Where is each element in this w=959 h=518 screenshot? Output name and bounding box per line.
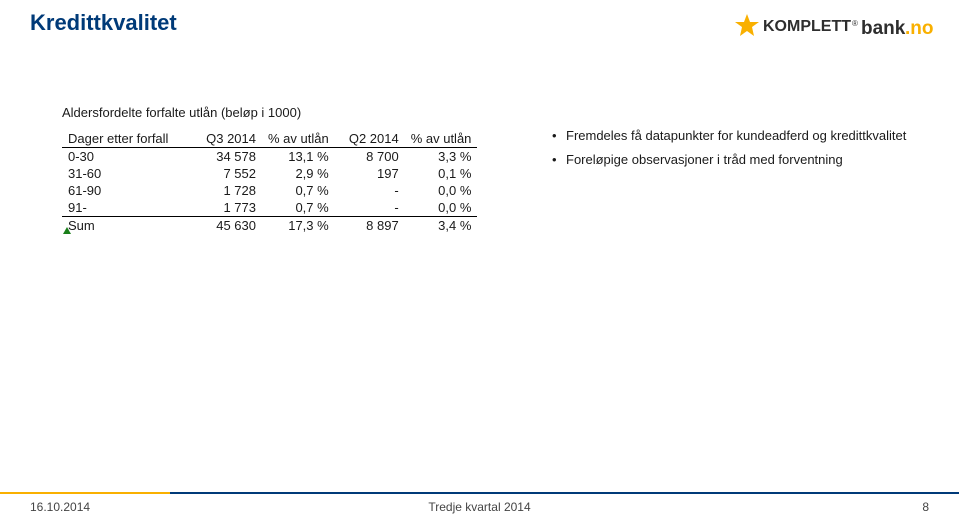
logo-komplett-text: KOMPLETT — [763, 18, 851, 35]
table-cell: 0,1 % — [405, 165, 478, 182]
table-cell: - — [335, 199, 405, 217]
logo-tld-text: .no — [905, 18, 933, 39]
table-cell: 3,3 % — [405, 148, 478, 166]
table-cell: 0,0 % — [405, 182, 478, 199]
table-cell: 0,7 % — [262, 199, 335, 217]
slide-footer: 16.10.2014 Tredje kvartal 2014 8 — [0, 492, 959, 518]
table-cell: 0,0 % — [405, 199, 478, 217]
table-cell: 17,3 % — [262, 217, 335, 235]
table-cell: 13,1 % — [262, 148, 335, 166]
table-cell: 8 700 — [335, 148, 405, 166]
table-cell: 61-90 — [62, 182, 192, 199]
table-cell: 1 773 — [192, 199, 262, 217]
table-header-row: Dager etter forfallQ3 2014% av utlånQ2 2… — [62, 130, 477, 148]
table-cell: 0,7 % — [262, 182, 335, 199]
logo-bank-text: bank — [861, 18, 906, 39]
table-cell: 0-30 — [62, 148, 192, 166]
table-cell: 3,4 % — [405, 217, 478, 235]
registered-mark-icon: ® — [852, 19, 858, 28]
table-cell: 8 897 — [335, 217, 405, 235]
table-cell: 45 630 — [192, 217, 262, 235]
footer-title: Tredje kvartal 2014 — [0, 500, 959, 514]
star-icon — [735, 14, 759, 36]
brand-logo: KOMPLETT ® bank .no — [733, 12, 933, 46]
table-cell: - — [335, 182, 405, 199]
col-header: % av utlån — [405, 130, 478, 148]
table-cell: 1 728 — [192, 182, 262, 199]
col-header: Q3 2014 — [192, 130, 262, 148]
table-row: 0-3034 57813,1 %8 7003,3 % — [62, 148, 477, 166]
table-cell: 31-60 — [62, 165, 192, 182]
table-cell: 34 578 — [192, 148, 262, 166]
bullet-item: Fremdeles få datapunkter for kundeadferd… — [552, 128, 929, 144]
footer-page-number: 8 — [922, 500, 929, 514]
bullet-list: Fremdeles få datapunkter for kundeadferd… — [552, 128, 929, 177]
table-cell: 7 552 — [192, 165, 262, 182]
footer-accent-bar — [0, 492, 959, 494]
table-cell: 91- — [62, 199, 192, 217]
table-caption: Aldersfordelte forfalte utlån (beløp i 1… — [62, 105, 301, 120]
credit-quality-table: Dager etter forfallQ3 2014% av utlånQ2 2… — [62, 130, 477, 234]
sum-indicator-icon — [63, 227, 71, 234]
bullet-item: Foreløpige observasjoner i tråd med forv… — [552, 152, 929, 168]
col-header: Dager etter forfall — [62, 130, 192, 148]
table-row: 91-1 7730,7 %-0,0 % — [62, 199, 477, 217]
col-header: Q2 2014 — [335, 130, 405, 148]
table-cell: Sum — [62, 217, 192, 235]
table-row: 31-607 5522,9 %1970,1 % — [62, 165, 477, 182]
table-cell: 2,9 % — [262, 165, 335, 182]
table-cell: 197 — [335, 165, 405, 182]
col-header: % av utlån — [262, 130, 335, 148]
table-row: 61-901 7280,7 %-0,0 % — [62, 182, 477, 199]
table-sum-row: Sum45 63017,3 %8 8973,4 % — [62, 217, 477, 235]
page-title: Kredittkvalitet — [30, 10, 177, 36]
